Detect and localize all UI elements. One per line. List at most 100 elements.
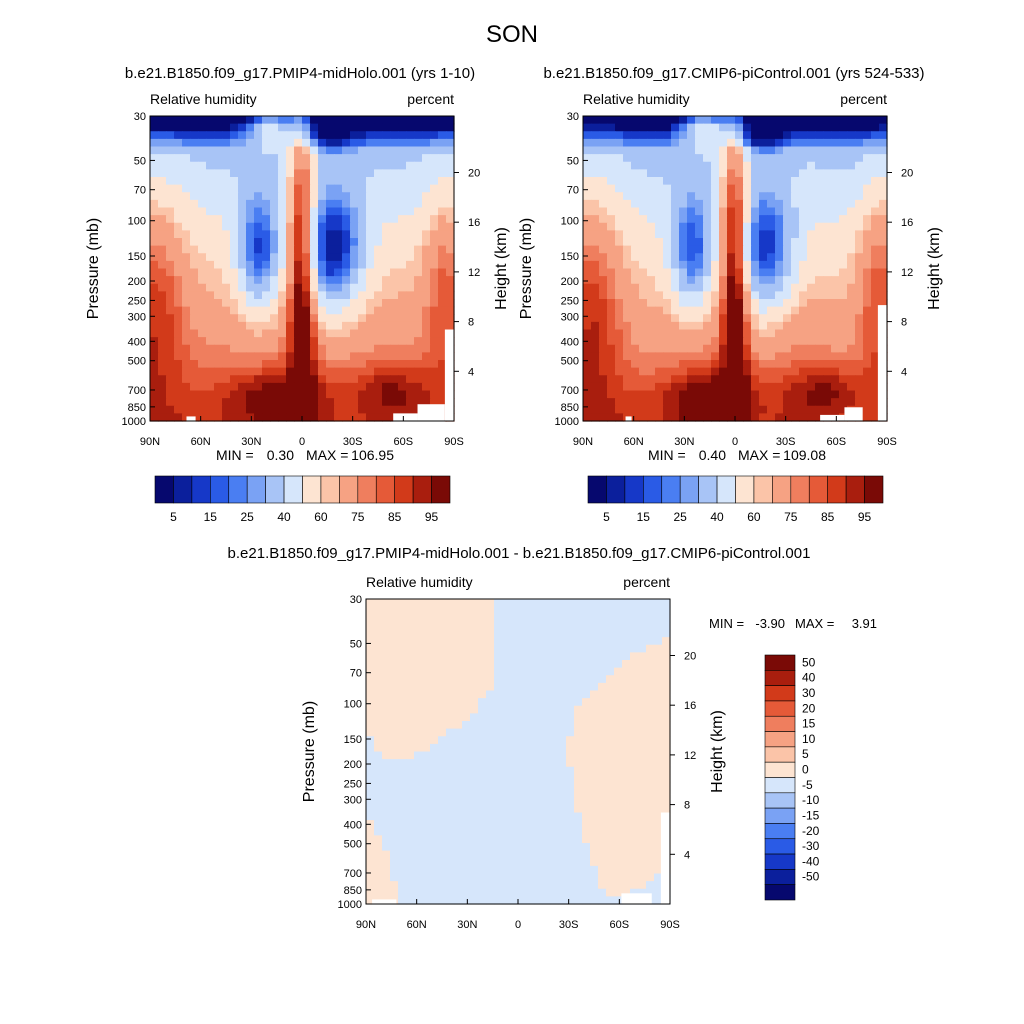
field-cell	[855, 276, 864, 285]
field-cell	[591, 413, 600, 422]
field-cell	[542, 614, 551, 623]
field-cell	[639, 146, 648, 155]
field-cell	[655, 337, 664, 346]
field-cell	[711, 238, 720, 247]
field-cell	[174, 184, 183, 193]
field-cell	[182, 398, 191, 407]
field-cell	[647, 382, 656, 392]
field-cell	[799, 314, 808, 323]
field-cell	[550, 614, 559, 623]
field-cell	[350, 215, 359, 224]
field-cell	[751, 116, 760, 125]
field-cell	[574, 782, 583, 791]
field-cell	[342, 169, 351, 178]
field-cell	[438, 896, 447, 905]
field-cell	[542, 751, 551, 760]
field-cell	[310, 222, 319, 231]
field-cell	[422, 759, 431, 768]
field-cell	[190, 184, 199, 193]
field-cell	[206, 169, 215, 178]
field-cell	[799, 360, 808, 369]
field-cell	[462, 888, 471, 897]
field-cell	[350, 154, 359, 163]
field-cell	[646, 797, 655, 806]
field-cell	[174, 360, 183, 369]
field-cell	[166, 230, 175, 239]
field-cell	[446, 827, 455, 836]
field-cell	[246, 375, 255, 384]
field-cell	[326, 207, 335, 216]
field-cell	[615, 238, 624, 247]
field-cell	[294, 116, 303, 125]
field-cell	[398, 329, 407, 338]
field-cell	[270, 146, 279, 155]
field-cell	[310, 398, 319, 407]
field-cell	[422, 827, 431, 836]
field-cell	[382, 123, 391, 132]
field-cell	[615, 306, 624, 315]
colorbar-swatch	[173, 475, 193, 504]
field-cell	[622, 858, 631, 867]
field-cell	[743, 184, 752, 193]
field-cell	[382, 169, 391, 178]
field-cell	[358, 184, 367, 193]
field-cell	[438, 812, 447, 821]
field-cell	[823, 398, 832, 407]
field-cell	[246, 306, 255, 315]
field-cell	[631, 199, 640, 209]
field-cell	[831, 337, 840, 346]
field-cell	[350, 177, 359, 186]
field-cell	[318, 344, 327, 353]
field-cell	[623, 253, 632, 262]
field-cell	[230, 177, 239, 186]
field-cell	[454, 721, 463, 730]
field-cell	[751, 375, 760, 384]
field-cell	[623, 276, 632, 285]
field-cell	[647, 360, 656, 369]
field-cell	[302, 230, 311, 239]
field-cell	[735, 161, 744, 170]
field-cell	[326, 238, 335, 247]
field-cell	[550, 652, 559, 661]
field-cell	[382, 161, 391, 170]
y-axis-label-right: Height (km)	[493, 227, 510, 310]
field-cell	[591, 131, 600, 140]
field-cell	[430, 682, 439, 692]
field-cell	[318, 131, 327, 140]
field-cell	[526, 705, 535, 714]
field-cell	[679, 138, 688, 148]
field-cell	[623, 215, 632, 224]
field-cell	[639, 337, 648, 346]
field-cell	[334, 398, 343, 407]
field-cell	[294, 375, 303, 384]
field-cell	[622, 660, 631, 669]
field-cell	[526, 644, 535, 653]
y-axis-label: Pressure (mb)	[85, 218, 102, 319]
field-cell	[799, 131, 808, 140]
field-cell	[663, 344, 672, 353]
field-cell	[879, 276, 888, 285]
field-cell	[655, 329, 664, 338]
field-cell	[799, 161, 808, 170]
field-cell	[534, 660, 543, 669]
field-cell	[759, 352, 768, 361]
field-cell	[246, 154, 255, 163]
field-cell	[807, 405, 816, 414]
field-cell	[150, 321, 159, 331]
field-cell	[390, 291, 399, 300]
field-cell	[679, 245, 688, 254]
field-cell	[623, 344, 632, 353]
field-cell	[158, 146, 167, 155]
field-cell	[526, 766, 535, 775]
field-cell	[382, 245, 391, 254]
field-cell	[630, 858, 639, 867]
field-cell	[711, 199, 720, 209]
field-cell	[614, 690, 623, 699]
field-cell	[679, 398, 688, 407]
field-cell	[350, 199, 359, 209]
field-cell	[198, 413, 207, 422]
field-cell	[494, 629, 503, 638]
field-cell	[334, 177, 343, 186]
field-cell	[671, 169, 680, 178]
field-cell	[671, 360, 680, 369]
